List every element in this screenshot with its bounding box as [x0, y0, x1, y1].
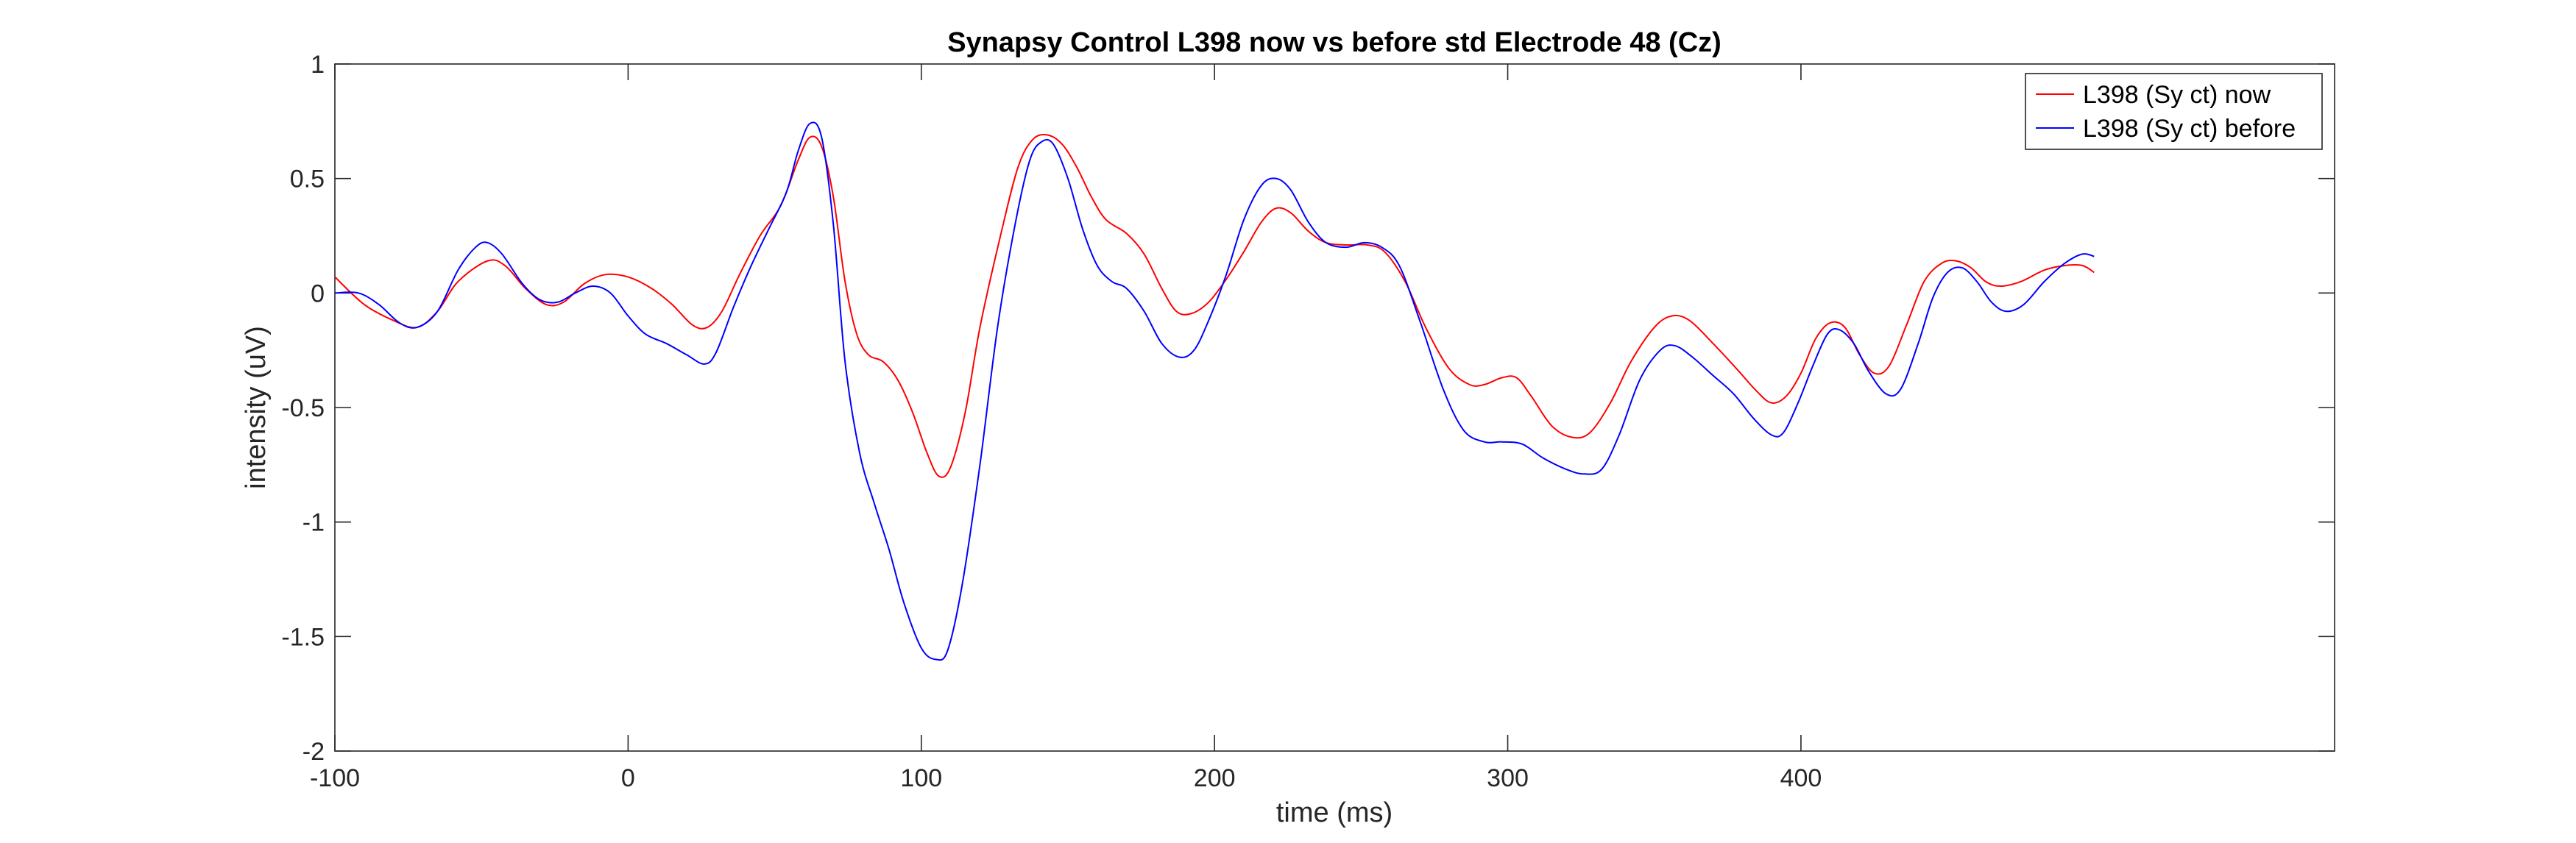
- y-axis-label: intensity (uV): [241, 326, 272, 489]
- plot-area: [334, 63, 2335, 752]
- x-axis-label: time (ms): [1276, 797, 1393, 828]
- legend-label-before: L398 (Sy ct) before: [2083, 115, 2296, 143]
- x-tick-label: 0: [621, 764, 635, 792]
- y-tick-label: -1.5: [281, 623, 325, 651]
- y-tick-label: -2: [302, 738, 325, 766]
- legend-label-now: L398 (Sy ct) now: [2083, 81, 2271, 109]
- legend-box: [2025, 73, 2323, 150]
- series-layer: [334, 121, 2095, 661]
- x-tick-label: 400: [1780, 764, 1822, 792]
- series-line-now: [334, 134, 2095, 478]
- x-tick-label: 200: [1194, 764, 1236, 792]
- series-line-before: [334, 121, 2095, 661]
- chart-title: Synapsy Control L398 now vs before std E…: [947, 27, 1722, 58]
- y-tick-label: 0: [311, 280, 325, 307]
- y-axis: -2 -1.5 -1 -0.5 0 0.5 1: [281, 51, 2335, 766]
- y-tick-label: -0.5: [281, 394, 325, 422]
- x-tick-label: -100: [310, 764, 360, 792]
- x-axis: -100 0 100 200 300 400: [310, 64, 1822, 792]
- y-tick-label: 0.5: [290, 166, 325, 193]
- legend: L398 (Sy ct) now L398 (Sy ct) before: [2025, 73, 2323, 150]
- x-tick-label: 100: [900, 764, 942, 792]
- x-tick-label: 300: [1487, 764, 1529, 792]
- y-tick-label: -1: [302, 509, 325, 537]
- y-tick-label: 1: [311, 51, 325, 79]
